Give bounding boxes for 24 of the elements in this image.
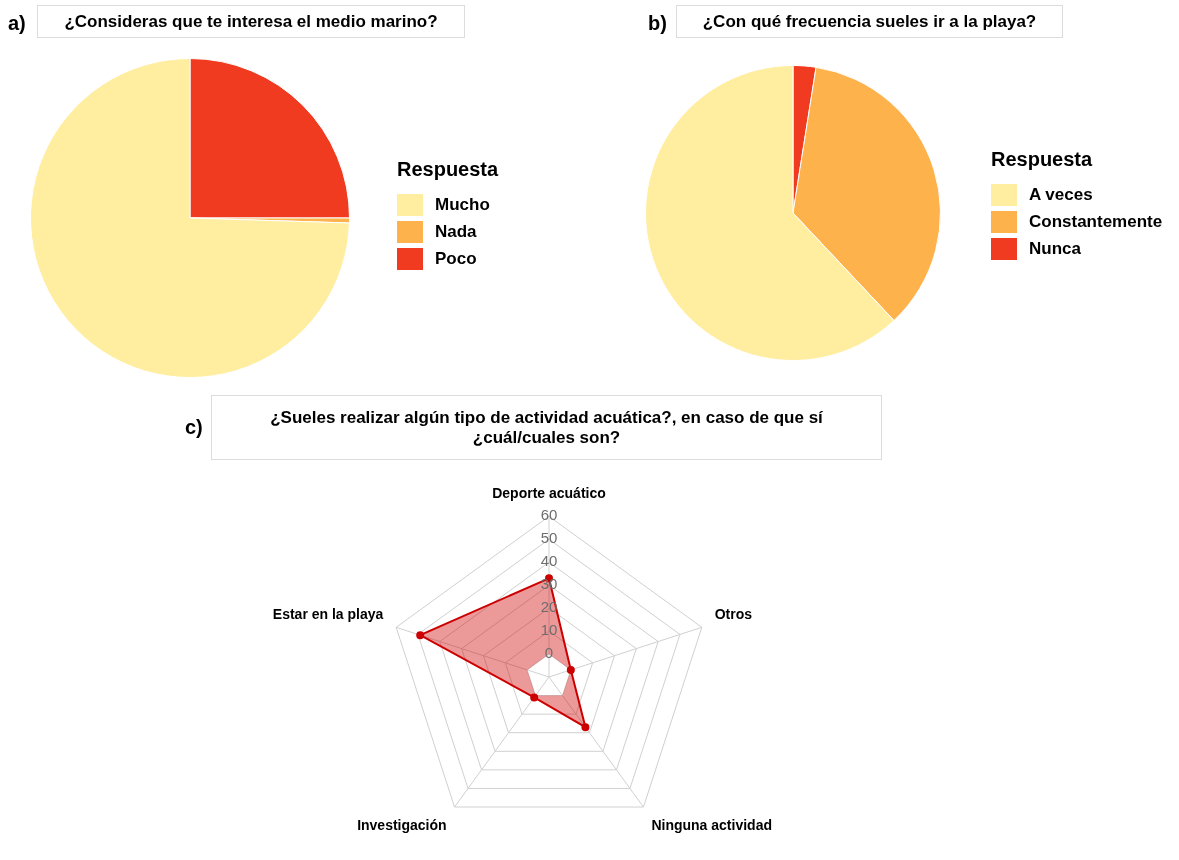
- text: b): [648, 12, 667, 35]
- legend-label: A veces: [1029, 184, 1093, 205]
- chart-title: ¿Sueles realizar algún tipo de actividad acuática?, en caso de que sí ¿cuál/cuales son?: [211, 395, 882, 460]
- y-tick-label: 10: [540, 621, 558, 639]
- legend-label: Nunca: [1029, 238, 1081, 259]
- legend-label: Nada: [435, 221, 477, 242]
- legend-label: Mucho: [435, 194, 490, 215]
- text: c): [185, 416, 203, 439]
- legend-label: Poco: [435, 248, 477, 269]
- chart-title: ¿Consideras que te interesa el medio marino?: [37, 5, 465, 38]
- spoke-label: Ninguna actividad: [651, 817, 772, 834]
- chart-title: ¿Con qué frecuencia sueles ir a la playa?: [676, 5, 1063, 38]
- spoke-label: Investigación: [357, 817, 447, 834]
- y-tick-label: 50: [540, 529, 558, 547]
- spoke-label: Estar en la playa: [272, 605, 384, 622]
- y-tick-label: 30: [540, 575, 558, 593]
- spoke-label: Otros: [714, 605, 753, 622]
- legend-title: Respuesta: [397, 158, 499, 181]
- y-tick-label: 40: [540, 552, 558, 570]
- legend-label: Constantemente: [1029, 211, 1163, 232]
- legend-title: Respuesta: [991, 148, 1094, 171]
- spoke-label: Deporte acuático: [492, 485, 606, 502]
- y-tick-label: 60: [540, 506, 558, 524]
- text: a): [8, 12, 26, 35]
